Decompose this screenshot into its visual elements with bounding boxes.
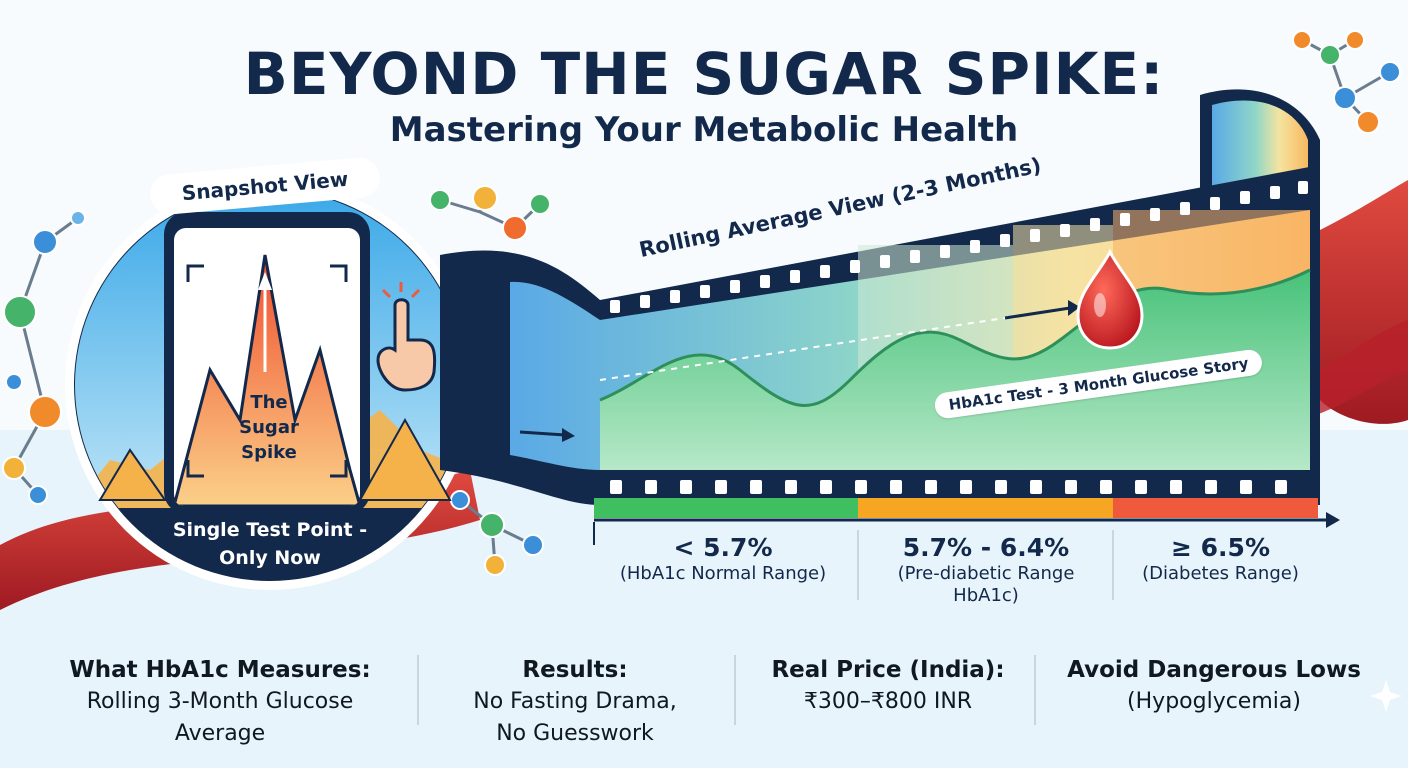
page-title: BEYOND THE SUGAR SPIKE: xyxy=(243,40,1165,108)
info-divider xyxy=(417,655,419,725)
info-divider xyxy=(734,655,736,725)
info-divider xyxy=(1034,655,1036,725)
range-normal: < 5.7% (HbA1c Normal Range) xyxy=(619,533,827,584)
pointing-hand-icon xyxy=(376,298,437,392)
info-price: Real Price (India): ₹300–₹800 INR xyxy=(771,657,1005,714)
film-sprocket-holes xyxy=(610,181,1308,494)
range-prediabetic: 5.7% - 6.4% (Pre-diabetic Range HbA1c) xyxy=(897,533,1075,606)
blood-drop-icon xyxy=(1076,248,1144,350)
single-test-caption: Single Test Point - Only Now xyxy=(172,519,368,569)
page-subtitle: Mastering Your Metabolic Health xyxy=(389,110,1019,150)
info-results: Results: No Fasting Drama, No Guesswork xyxy=(473,657,677,746)
info-what-measures: What HbA1c Measures: Rolling 3-Month Glu… xyxy=(69,657,371,746)
sugar-spike-label: The Sugar Spike xyxy=(239,392,299,463)
range-diabetes: ≥ 6.5% (Diabetes Range) xyxy=(1142,533,1299,584)
info-avoid-lows: Avoid Dangerous Lows (Hypoglycemia) xyxy=(1067,657,1361,714)
